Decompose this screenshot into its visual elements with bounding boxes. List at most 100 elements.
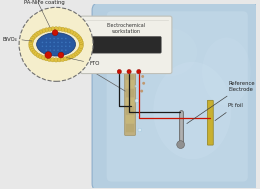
Text: FTO: FTO — [67, 58, 100, 66]
Circle shape — [46, 49, 47, 51]
Circle shape — [135, 85, 137, 87]
Circle shape — [54, 58, 58, 62]
Circle shape — [31, 48, 35, 53]
Circle shape — [51, 58, 55, 62]
Circle shape — [61, 49, 63, 51]
FancyBboxPatch shape — [126, 80, 134, 88]
Circle shape — [51, 27, 55, 31]
Circle shape — [127, 70, 131, 74]
Ellipse shape — [202, 38, 251, 106]
FancyBboxPatch shape — [126, 98, 134, 106]
Ellipse shape — [139, 28, 197, 77]
Circle shape — [65, 46, 67, 47]
Circle shape — [72, 31, 76, 36]
Circle shape — [34, 33, 38, 37]
Circle shape — [117, 70, 121, 74]
Circle shape — [142, 82, 145, 85]
Circle shape — [44, 28, 49, 32]
Circle shape — [78, 46, 83, 50]
Circle shape — [76, 34, 80, 39]
Circle shape — [42, 46, 43, 47]
FancyBboxPatch shape — [125, 57, 135, 135]
Circle shape — [49, 49, 51, 51]
Circle shape — [76, 50, 80, 54]
Circle shape — [67, 56, 71, 60]
Circle shape — [46, 42, 47, 43]
Circle shape — [44, 57, 49, 61]
Circle shape — [69, 46, 70, 47]
Circle shape — [77, 48, 82, 53]
Circle shape — [52, 30, 58, 36]
Circle shape — [49, 46, 51, 47]
Text: Pt foil: Pt foil — [215, 103, 243, 121]
Circle shape — [74, 33, 78, 37]
Circle shape — [45, 52, 52, 58]
FancyBboxPatch shape — [126, 115, 134, 123]
Circle shape — [57, 58, 62, 62]
Circle shape — [41, 29, 46, 33]
Circle shape — [57, 38, 59, 39]
Circle shape — [57, 27, 62, 31]
FancyBboxPatch shape — [91, 37, 161, 53]
FancyBboxPatch shape — [207, 100, 213, 145]
Circle shape — [65, 38, 67, 39]
Circle shape — [77, 36, 82, 40]
Circle shape — [31, 36, 35, 40]
Circle shape — [61, 38, 63, 39]
Text: BiVO₄: BiVO₄ — [2, 37, 17, 42]
FancyBboxPatch shape — [126, 71, 134, 80]
Circle shape — [36, 31, 40, 36]
Circle shape — [79, 40, 83, 44]
Circle shape — [29, 46, 34, 50]
Ellipse shape — [153, 62, 231, 159]
Circle shape — [53, 42, 55, 43]
Circle shape — [177, 141, 185, 149]
Circle shape — [69, 30, 74, 34]
Circle shape — [34, 52, 38, 56]
FancyBboxPatch shape — [126, 124, 134, 132]
Circle shape — [138, 65, 141, 68]
Circle shape — [38, 55, 43, 59]
Circle shape — [137, 114, 140, 117]
Circle shape — [137, 70, 141, 74]
Circle shape — [46, 46, 47, 47]
FancyBboxPatch shape — [92, 2, 258, 189]
Circle shape — [69, 55, 74, 59]
Circle shape — [74, 52, 78, 56]
Circle shape — [47, 57, 52, 62]
Circle shape — [65, 49, 67, 51]
Circle shape — [72, 53, 76, 57]
Circle shape — [67, 29, 71, 33]
FancyBboxPatch shape — [80, 16, 172, 74]
Text: Electrochemical
workstation: Electrochemical workstation — [107, 23, 146, 34]
Circle shape — [29, 38, 34, 43]
Circle shape — [49, 38, 51, 39]
Circle shape — [64, 28, 68, 32]
Circle shape — [79, 44, 83, 49]
Circle shape — [42, 42, 43, 43]
Circle shape — [61, 46, 63, 47]
Circle shape — [54, 27, 58, 31]
Circle shape — [32, 50, 36, 54]
FancyBboxPatch shape — [126, 89, 134, 97]
Circle shape — [69, 42, 70, 43]
Circle shape — [49, 42, 51, 43]
Circle shape — [47, 27, 52, 31]
Circle shape — [29, 44, 33, 49]
FancyBboxPatch shape — [126, 106, 134, 115]
Circle shape — [41, 56, 46, 60]
Text: Reference
Electrode: Reference Electrode — [187, 81, 255, 124]
Circle shape — [138, 128, 141, 132]
Circle shape — [61, 27, 65, 31]
Ellipse shape — [37, 33, 76, 56]
Circle shape — [38, 30, 43, 34]
Circle shape — [53, 49, 55, 51]
Circle shape — [57, 46, 59, 47]
Circle shape — [32, 34, 36, 39]
FancyBboxPatch shape — [107, 11, 248, 182]
Circle shape — [57, 42, 59, 43]
Circle shape — [53, 38, 55, 39]
Circle shape — [61, 57, 65, 62]
Circle shape — [36, 53, 40, 57]
Circle shape — [53, 46, 55, 47]
